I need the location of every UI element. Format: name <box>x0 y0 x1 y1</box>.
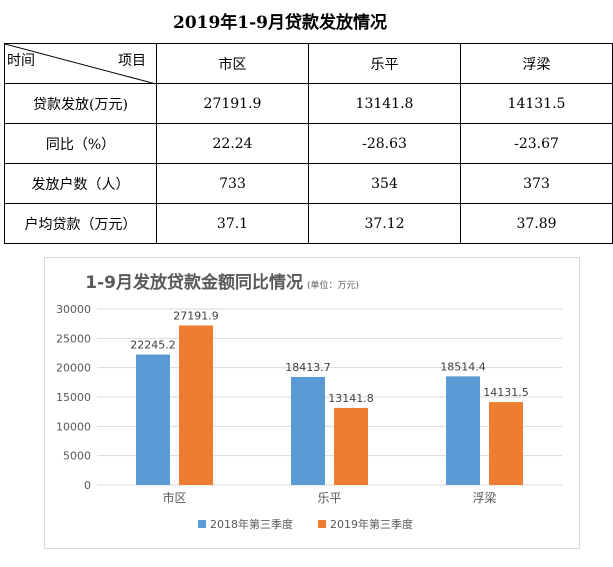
table-cell: 37.12 <box>308 203 461 244</box>
header-item-label: 项目 <box>118 53 146 69</box>
bar <box>446 376 480 485</box>
y-tick-label: 20000 <box>56 362 91 375</box>
table-cell: -28.63 <box>308 123 461 164</box>
data-label: 13141.8 <box>328 392 374 405</box>
x-tick-label: 浮梁 <box>472 490 496 505</box>
table-row: 同比（%） 22.24 -28.63 -23.67 <box>4 123 613 164</box>
y-tick-label: 30000 <box>56 303 91 316</box>
table-row: 发放户数（人） 733 354 373 <box>4 163 613 204</box>
y-tick-label: 25000 <box>56 332 91 345</box>
table-cell: 354 <box>308 163 461 204</box>
table-header-row: 时间 项目 市区 乐平 浮梁 <box>4 43 613 84</box>
diagonal-line <box>5 44 156 84</box>
diagonal-header-cell: 时间 项目 <box>4 43 157 84</box>
column-header: 乐平 <box>308 43 461 84</box>
data-label: 18514.4 <box>440 360 486 373</box>
x-tick-label: 乐平 <box>317 491 341 505</box>
table-cell: 733 <box>156 163 309 204</box>
table-cell: 373 <box>460 163 613 204</box>
loan-table: 时间 项目 市区 乐平 浮梁 贷款发放(万元) 27191.9 13141.8 … <box>4 43 613 244</box>
table-cell: -23.67 <box>460 123 613 164</box>
chart-unit-note: (单位：万元) <box>307 279 359 291</box>
row-label: 贷款发放(万元) <box>4 83 157 124</box>
bar <box>179 325 213 485</box>
legend-label: 2019年第三季度 <box>330 517 413 531</box>
legend-swatch <box>318 520 326 528</box>
y-tick-label: 5000 <box>63 450 91 463</box>
row-label: 发放户数（人） <box>4 163 157 204</box>
chart-title: 1-9月发放贷款金额同比情况 <box>85 272 303 293</box>
data-label: 22245.2 <box>130 338 176 351</box>
table-cell: 14131.5 <box>460 83 613 124</box>
table-cell: 13141.8 <box>308 83 461 124</box>
page-title: 2019年1-9月贷款发放情况 <box>172 13 388 33</box>
legend-label: 2018年第三季度 <box>210 517 293 531</box>
y-tick-label: 15000 <box>56 391 91 404</box>
data-label: 18413.7 <box>285 361 331 374</box>
table-cell: 37.1 <box>156 203 309 244</box>
table-cell: 27191.9 <box>156 83 309 124</box>
data-label: 14131.5 <box>483 386 529 399</box>
x-tick-label: 市区 <box>162 490 186 505</box>
column-header: 浮梁 <box>460 43 613 84</box>
row-label: 同比（%） <box>4 123 157 164</box>
y-tick-label: 0 <box>84 479 91 492</box>
column-header: 市区 <box>156 43 309 84</box>
data-label: 27191.9 <box>173 309 219 322</box>
table-row: 户均贷款（万元） 37.1 37.12 37.89 <box>4 203 613 244</box>
legend-swatch <box>198 520 206 528</box>
bar <box>334 407 368 485</box>
y-tick-label: 10000 <box>56 420 91 433</box>
chart-container: 1-9月发放贷款金额同比情况 (单位：万元) 0 5000 10000 15000 20… <box>44 257 580 549</box>
header-time-label: 时间 <box>7 53 35 69</box>
bar <box>291 376 325 485</box>
bar <box>136 354 170 485</box>
table-cell: 22.24 <box>156 123 309 164</box>
table-cell: 37.89 <box>460 203 613 244</box>
bar <box>489 402 523 485</box>
bar-chart: 1-9月发放贷款金额同比情况 (单位：万元) 0 5000 10000 15000 20… <box>56 272 562 531</box>
table-row: 贷款发放(万元) 27191.9 13141.8 14131.5 <box>4 83 613 124</box>
row-label: 户均贷款（万元） <box>4 203 157 244</box>
